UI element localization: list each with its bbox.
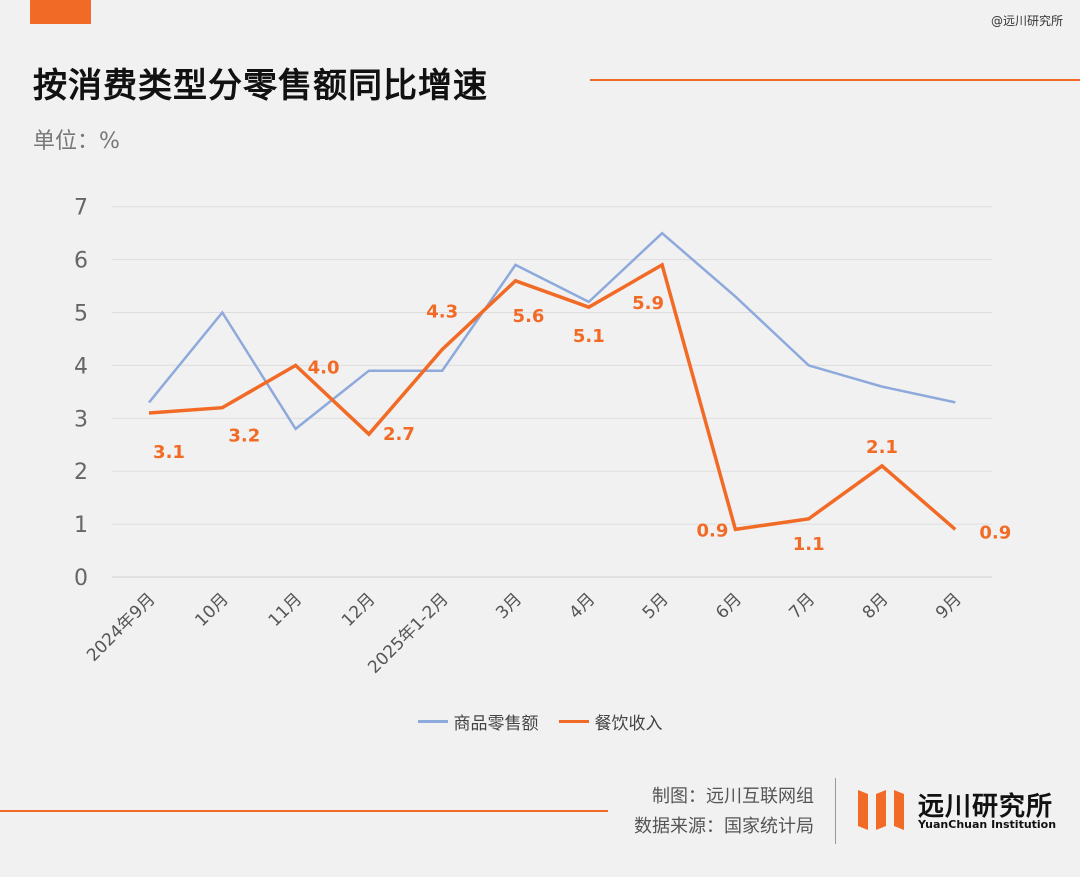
legend-item-series2: 餐饮收入 [558, 709, 663, 734]
legend-swatch-series2 [558, 720, 589, 723]
logo-name-cn: 远川研究所 [918, 792, 1054, 822]
data-label-0: 3.1 [153, 442, 185, 463]
y-tick-4: 4 [74, 354, 88, 379]
y-tick-6: 6 [74, 249, 88, 274]
legend-label-series1: 商品零售额 [453, 714, 539, 734]
top-accent-block [30, 0, 91, 24]
y-tick-labels: 0 1 2 3 4 5 6 7 [74, 196, 88, 591]
data-label-2: 4.0 [308, 357, 340, 378]
legend-label-series2: 餐饮收入 [594, 714, 663, 734]
y-tick-3: 3 [74, 407, 88, 432]
x-tick-3: 12月 [338, 589, 379, 630]
y-tick-1: 1 [74, 513, 88, 538]
series-line-1 [148, 231, 956, 431]
x-tick-9: 7月 [785, 589, 819, 623]
bottom-rule [0, 810, 608, 812]
x-tick-10: 8月 [859, 589, 893, 623]
y-tick-7: 7 [74, 196, 88, 221]
x-tick-5: 3月 [492, 589, 526, 623]
series-lines [148, 231, 957, 532]
data-label-7: 5.9 [632, 293, 664, 314]
x-tick-7: 5月 [639, 589, 673, 623]
watermark: @远川研究所 [990, 14, 1063, 28]
grid-lines [112, 206, 992, 578]
x-tick-6: 4月 [566, 589, 600, 623]
title-rule [590, 79, 1080, 81]
data-label-11: 0.9 [979, 522, 1011, 543]
data-label-9: 1.1 [793, 534, 825, 555]
logo-bars-icon [858, 790, 904, 830]
credits-divider [835, 778, 836, 844]
data-label-1: 3.2 [228, 426, 260, 447]
data-label-4: 4.3 [426, 302, 458, 323]
data-label-5: 5.6 [513, 306, 545, 327]
data-label-3: 2.7 [383, 424, 415, 445]
series-line-2 [148, 262, 957, 532]
data-label-10: 2.1 [866, 437, 898, 458]
data-label-8: 0.9 [696, 520, 728, 541]
x-tick-0: 2024年9月 [83, 589, 159, 665]
logo-name-en: YuanChuan Institution [918, 818, 1057, 831]
data-label-6: 5.1 [573, 326, 605, 347]
legend-swatch-series1 [417, 720, 448, 723]
y-tick-5: 5 [74, 302, 88, 327]
credit-made-by: 制图：远川互联网组 [652, 786, 814, 807]
y-tick-0: 0 [74, 566, 88, 591]
chart-title: 按消费类型分零售额同比增速 [33, 66, 488, 106]
legend-item-series1: 商品零售额 [417, 709, 539, 734]
unit-label: 单位：% [33, 129, 120, 154]
y-tick-2: 2 [74, 460, 88, 485]
credits: 制图：远川互联网组 数据来源：国家统计局 [634, 782, 814, 842]
x-tick-2: 11月 [265, 589, 306, 630]
legend: 商品零售额 餐饮收入 [0, 709, 1080, 734]
x-tick-8: 6月 [712, 589, 746, 623]
x-tick-1: 10月 [191, 589, 232, 630]
data-labels: 3.1 3.2 4.0 2.7 4.3 5.6 5.1 5.9 0.9 1.1 2.1 0.9 [153, 293, 1011, 555]
credit-source: 数据来源：国家统计局 [634, 816, 814, 837]
x-tick-11: 9月 [932, 589, 966, 623]
